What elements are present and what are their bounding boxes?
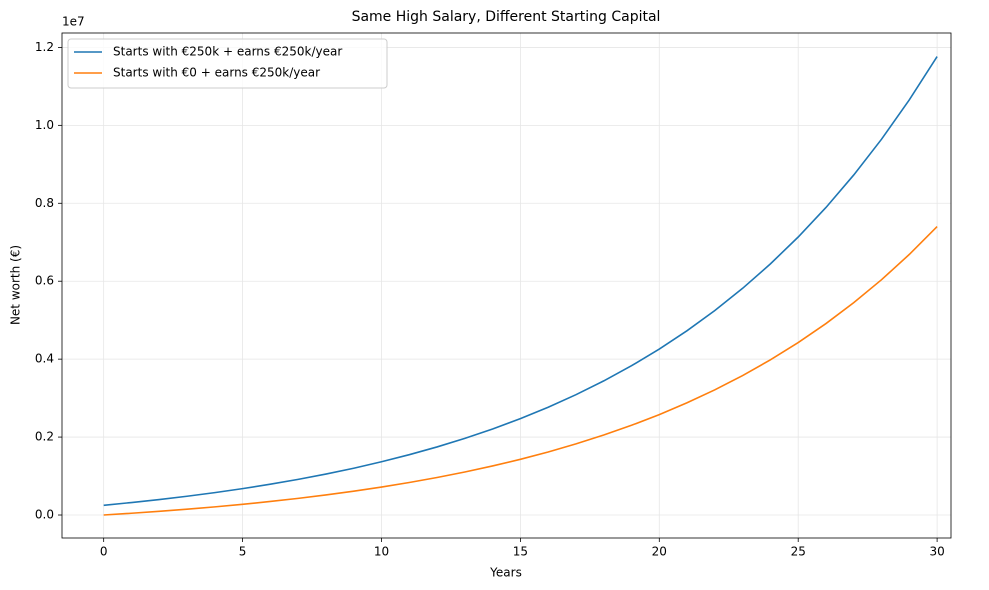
y-axis-label: Net worth (€)	[9, 245, 23, 325]
y-tick-label: 0.8	[35, 196, 54, 210]
series-line	[103, 226, 938, 516]
x-axis-label: Years	[489, 566, 522, 580]
legend-box	[67, 38, 388, 89]
y-tick-label: 1.0	[35, 118, 54, 132]
y-tick-label: 1.2	[35, 40, 54, 54]
x-tick-label: 25	[791, 545, 806, 559]
legend-label: Starts with €0 + earns €250k/year	[113, 66, 320, 80]
y-tick-label: 0.4	[35, 352, 54, 366]
x-tick-label: 5	[239, 545, 247, 559]
chart-title: Same High Salary, Different Starting Cap…	[352, 9, 661, 25]
legend-label: Starts with €250k + earns €250k/year	[113, 45, 342, 59]
x-tick-label: 30	[929, 545, 944, 559]
x-tick-label: 15	[513, 545, 528, 559]
plot-frame	[61, 32, 952, 539]
y-tick-label: 0.0	[35, 508, 54, 522]
y-offset-label: 1e7	[62, 15, 85, 29]
series-line	[103, 56, 938, 507]
x-tick-label: 10	[374, 545, 389, 559]
y-tick-label: 0.2	[35, 430, 54, 444]
y-tick-label: 0.6	[35, 274, 54, 288]
x-tick-label: 20	[652, 545, 667, 559]
x-tick-label: 0	[100, 545, 108, 559]
